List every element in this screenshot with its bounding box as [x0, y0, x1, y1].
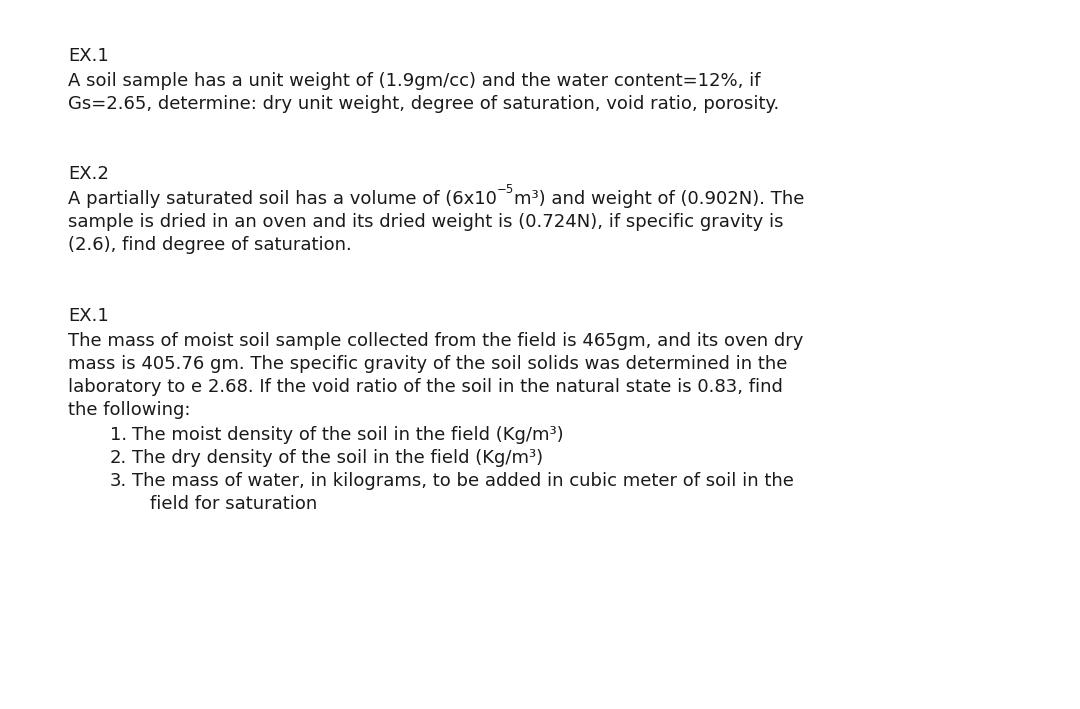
Text: m³) and weight of (0.902N). The: m³) and weight of (0.902N). The	[514, 190, 805, 208]
Text: sample is dried in an oven and its dried weight is (0.724N), if specific gravity: sample is dried in an oven and its dried…	[68, 213, 783, 231]
Text: The mass of moist soil sample collected from the field is 465gm, and its oven dr: The mass of moist soil sample collected …	[68, 332, 804, 350]
Text: The dry density of the soil in the field (Kg/m³): The dry density of the soil in the field…	[132, 449, 543, 467]
Text: Gs=2.65, determine: dry unit weight, degree of saturation, void ratio, porosity.: Gs=2.65, determine: dry unit weight, deg…	[68, 95, 780, 113]
Text: −5: −5	[497, 183, 514, 196]
Text: EX.2: EX.2	[68, 165, 109, 183]
Text: 2.: 2.	[110, 449, 127, 467]
Text: field for saturation: field for saturation	[150, 495, 318, 513]
Text: laboratory to e 2.68. If the void ratio of the soil in the natural state is 0.83: laboratory to e 2.68. If the void ratio …	[68, 378, 783, 396]
Text: 3.: 3.	[110, 472, 127, 490]
Text: EX.1: EX.1	[68, 47, 109, 65]
Text: (2.6), find degree of saturation.: (2.6), find degree of saturation.	[68, 236, 352, 254]
Text: EX.1: EX.1	[68, 307, 109, 325]
Text: A soil sample has a unit weight of (1.9gm/cc) and the water content=12%, if: A soil sample has a unit weight of (1.9g…	[68, 72, 760, 90]
Text: the following:: the following:	[68, 401, 190, 419]
Text: A partially saturated soil has a volume of (6x10: A partially saturated soil has a volume …	[68, 190, 497, 208]
Text: The moist density of the soil in the field (Kg/m³): The moist density of the soil in the fie…	[132, 426, 564, 444]
Text: mass is 405.76 gm. The specific gravity of the soil solids was determined in the: mass is 405.76 gm. The specific gravity …	[68, 355, 787, 373]
Text: 1.: 1.	[110, 426, 127, 444]
Text: The mass of water, in kilograms, to be added in cubic meter of soil in the: The mass of water, in kilograms, to be a…	[132, 472, 794, 490]
